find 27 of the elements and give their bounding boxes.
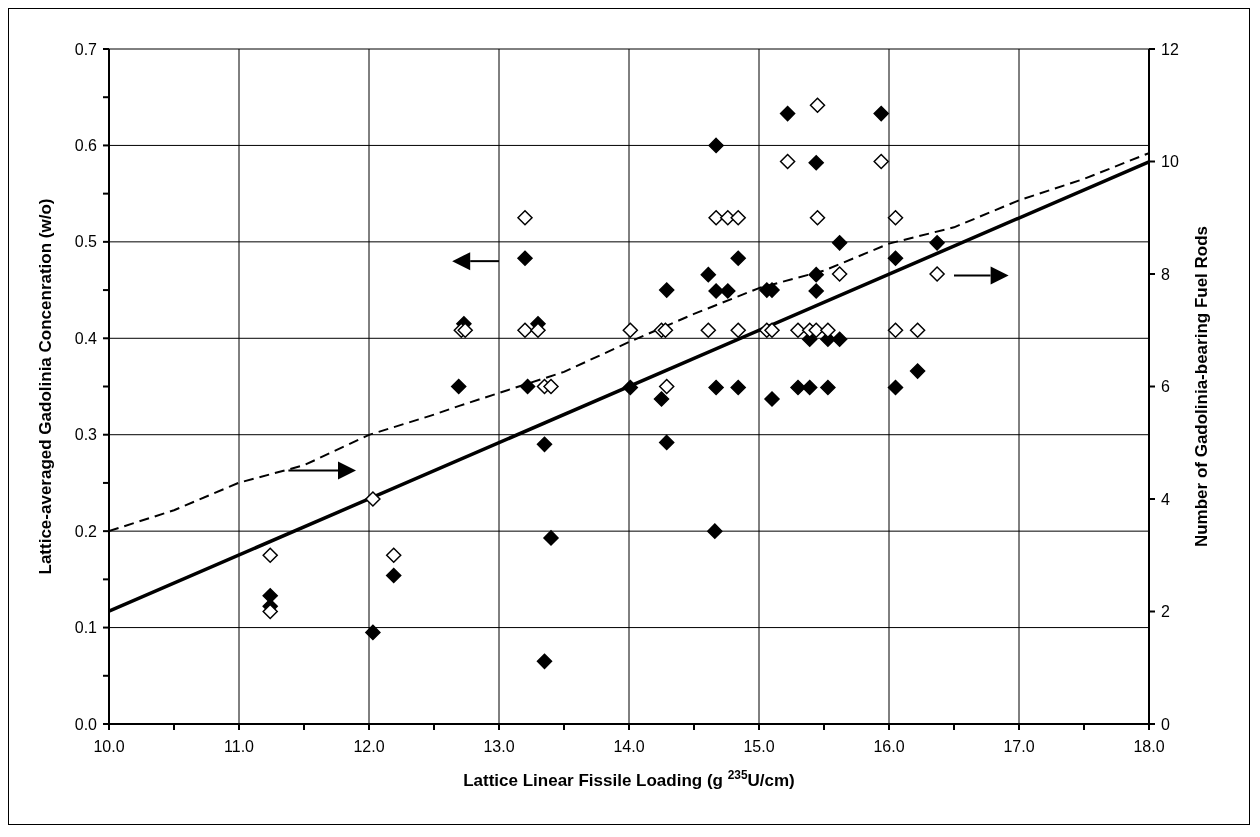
y-tick-label: 0.2 [74,522,98,540]
y2-tick-label: 12 [1161,40,1179,58]
y-tick-label: 0.1 [74,619,98,637]
y2-tick-label: 0 [1161,715,1170,733]
y-tick-label: 0.3 [74,426,98,444]
y2-tick-label: 10 [1161,153,1179,170]
y-tick-label: 0.5 [74,233,98,251]
y2-tick-label: 2 [1161,603,1170,620]
x-tick-label: 13.0 [483,737,515,755]
y2-tick-label: 8 [1161,265,1170,283]
x-tick-label: 15.0 [743,737,775,755]
x-tick-label: 12.0 [353,737,385,755]
y2-axis-title: Number of Gadolinia-bearing Fuel Rods [1192,225,1211,548]
y2-tick-label: 4 [1161,490,1170,508]
x-tick-label: 14.0 [613,737,645,755]
x-tick-label: 18.0 [1133,737,1165,755]
x-tick-label: 16.0 [873,737,905,755]
y-tick-label: 0.7 [74,40,98,58]
x-tick-label: 10.0 [93,737,125,755]
x-tick-label: 11.0 [224,737,255,755]
x-axis-title: Lattice Linear Fissile Loading (g $^{235}$U/cm) [463,768,795,790]
x-tick-label: 17.0 [1003,737,1035,755]
y-tick-label: 0.6 [74,136,98,154]
y-axis-title: Lattice-averaged Gadolinia Concenration (w/o) [36,198,55,575]
y-tick-label: 0.0 [74,715,98,733]
y-tick-label: 0.4 [74,329,98,347]
y2-tick-label: 6 [1161,378,1170,395]
